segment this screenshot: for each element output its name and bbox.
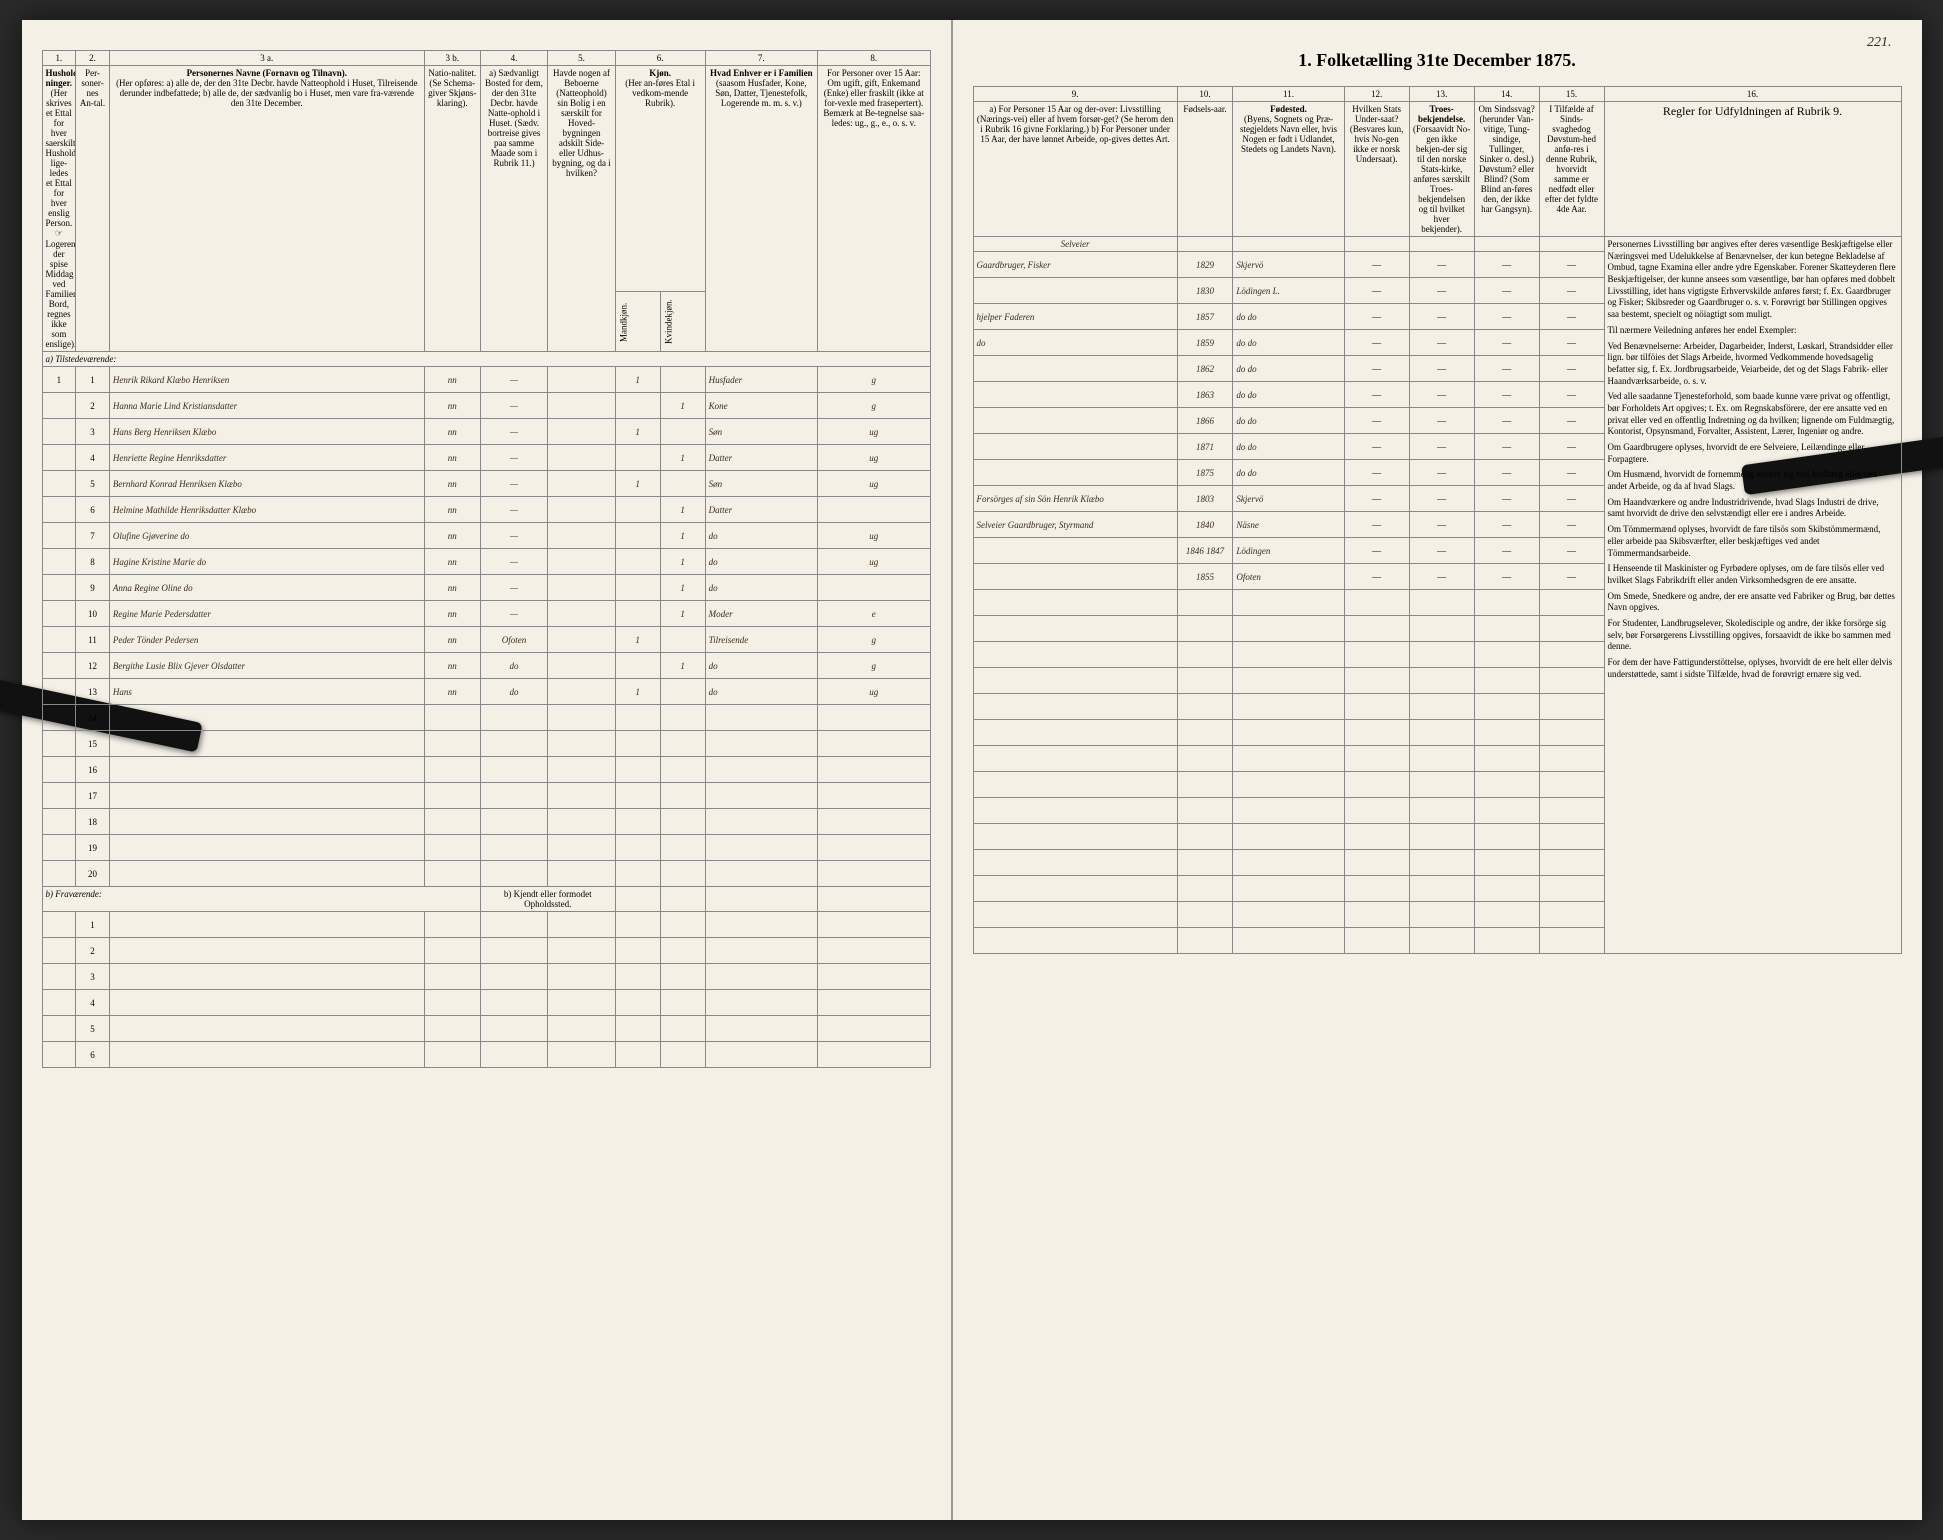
header-kvindekjon: Kvindekjøn. — [660, 292, 705, 352]
header-troes: Troes-bekjendelse. (Forsaavidt No-gen ik… — [1409, 102, 1474, 237]
col-num-1: 1. — [42, 51, 76, 66]
table-row: 9 Anna Regine Oline do nn — 1 do — [42, 575, 930, 601]
header-civilstand: For Personer over 15 Aar: Om ugift, gift… — [818, 66, 931, 352]
header-tilfaelde: I Tilfælde af Sinds-svaghedog Døvstum-he… — [1539, 102, 1604, 237]
col-num-16: 16. — [1604, 87, 1901, 102]
col-num-3a: 3 a. — [109, 51, 424, 66]
header-fodselsaar: Fødsels-aar. — [1177, 102, 1233, 237]
table-row: 3 Hans Berg Henriksen Klæbo nn — 1 Søn u… — [42, 419, 930, 445]
header-personer-antal: Per-soner-nes An-tal. — [76, 66, 110, 352]
header-fodested: Fødested. (Byens, Sognets og Præ-stegjel… — [1233, 102, 1344, 237]
rules-panel: Personernes Livsstilling bør angives eft… — [1604, 237, 1901, 954]
col-num-9: 9. — [973, 87, 1177, 102]
header-bolig: Havde nogen af Beboerne (Natteophold) si… — [548, 66, 615, 352]
col-num-14: 14. — [1474, 87, 1539, 102]
table-row: 1 1 Henrik Rikard Klæbo Henriksen nn — 1… — [42, 367, 930, 393]
table-row: 7 Olufine Gjøverine do nn — 1 do ug — [42, 523, 930, 549]
header-kjon: Kjøn. (Her an-føres Etal i vedkom-mende … — [615, 66, 705, 292]
header-bosted: a) Sædvanligt Bosted for dem, der den 31… — [480, 66, 547, 352]
header-sindssvag: Om Sindssvag? (herunder Van-vitige, Tung… — [1474, 102, 1539, 237]
census-book: 1. 2. 3 a. 3 b. 4. 5. 6. 7. 8. Hushold- … — [22, 20, 1922, 1520]
col-num-8: 8. — [818, 51, 931, 66]
header-nationalitet: Natio-nalitet. (Se Schema-giver Skjøns-k… — [424, 66, 480, 352]
col-num-3b: 3 b. — [424, 51, 480, 66]
absent-note: b) Kjendt eller formodet Opholdssted. — [480, 887, 615, 912]
table-row: 13 Hans nn do 1 do ug — [42, 679, 930, 705]
table-row: 2 Hanna Marie Lind Kristiansdatter nn — … — [42, 393, 930, 419]
col-num-10: 10. — [1177, 87, 1233, 102]
col-num-2: 2. — [76, 51, 110, 66]
right-page: 1. Folketælling 31te December 1875. 221.… — [953, 20, 1922, 1520]
col-num-11: 11. — [1233, 87, 1344, 102]
table-row: 6 Helmine Mathilde Henriksdatter Klæbo n… — [42, 497, 930, 523]
census-table-right: 9. 10. 11. 12. 13. 14. 15. 16. a) For Pe… — [973, 86, 1902, 954]
header-husholdninger: Hushold- ninger. (Her skrives et Ettal f… — [42, 66, 76, 352]
page-number: 221. — [1867, 35, 1892, 51]
header-familie: Hvad Enhver er i Familien (saasom Husfad… — [705, 66, 817, 352]
header-livsstilling: a) For Personer 15 Aar og der-over: Livs… — [973, 102, 1177, 237]
table-row: 8 Hagine Kristine Marie do nn — 1 do ug — [42, 549, 930, 575]
col-num-13: 13. — [1409, 87, 1474, 102]
col-num-6: 6. — [615, 51, 705, 66]
col-num-4: 4. — [480, 51, 547, 66]
selveier-note: Selveier — [973, 237, 1177, 252]
col-num-15: 15. — [1539, 87, 1604, 102]
table-row: 4 Henriette Regine Henriksdatter nn — 1 … — [42, 445, 930, 471]
col-num-12: 12. — [1344, 87, 1409, 102]
table-row: 5 Bernhard Konrad Henriksen Klæbo nn — 1… — [42, 471, 930, 497]
left-page: 1. 2. 3 a. 3 b. 4. 5. 6. 7. 8. Hushold- … — [22, 20, 953, 1520]
table-row: 10 Regine Marie Pedersdatter nn — 1 Mode… — [42, 601, 930, 627]
col-num-5: 5. — [548, 51, 615, 66]
header-regler: Regler for Udfyldningen af Rubrik 9. — [1604, 102, 1901, 237]
census-table-left: 1. 2. 3 a. 3 b. 4. 5. 6. 7. 8. Hushold- … — [42, 50, 931, 1068]
header-navne: Personernes Navne (Fornavn og Tilnavn). … — [109, 66, 424, 352]
table-row: 11 Peder Tönder Pedersen nn Ofoten 1 Til… — [42, 627, 930, 653]
table-row: 12 Bergithe Lusie Blix Gjever Olsdatter … — [42, 653, 930, 679]
section-present: a) Tilstedeværende: — [42, 352, 930, 367]
header-undersaat: Hvilken Stats Under-saat? (Besvares kun,… — [1344, 102, 1409, 237]
col-num-7: 7. — [705, 51, 817, 66]
page-title: 1. Folketælling 31te December 1875. — [973, 50, 1902, 71]
header-mandkjon: Mandkjøn. — [615, 292, 660, 352]
section-absent: b) Fraværende: — [42, 887, 480, 912]
